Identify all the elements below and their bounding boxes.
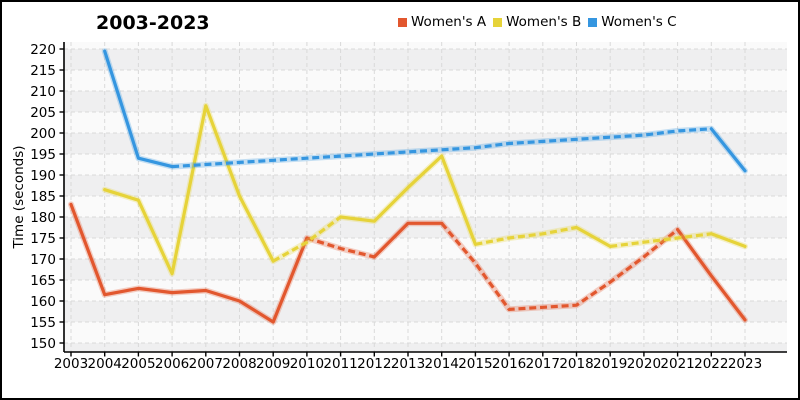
x-tick-label: 2010	[290, 356, 324, 372]
y-tick-label: 190	[30, 168, 56, 184]
solid-segment-women-s-a	[69, 202, 309, 324]
series-line-women-s-c	[101, 48, 748, 174]
y-tick-label: 210	[30, 84, 56, 100]
solid-segment-women-s-c	[103, 49, 174, 169]
y-tick-label: 205	[30, 105, 56, 121]
x-tick-label: 2004	[88, 356, 122, 372]
legend-label: Women's B	[506, 14, 582, 30]
y-tick-label: 220	[30, 42, 56, 58]
y-tick-label: 165	[30, 273, 56, 289]
x-tick-label: 2021	[660, 356, 694, 372]
solid-segment-women-s-c	[709, 127, 747, 173]
legend: Women's A Women's B Women's C	[398, 14, 684, 30]
tick-labels: 150 155 160 165 170 175 180 185 190 195 200 205 210 2…	[30, 42, 762, 372]
x-tick-label: 2003	[54, 356, 88, 372]
dashed-segment-women-s-a	[440, 222, 679, 311]
legend-swatch-icon	[588, 17, 598, 27]
x-tick-label: 2016	[492, 356, 526, 372]
x-tick-label: 2012	[357, 356, 391, 372]
legend-label: Women's A	[411, 14, 487, 30]
y-axis-label: Time (seconds)	[11, 145, 27, 249]
x-tick-label: 2009	[256, 356, 290, 372]
x-tick-label: 2007	[189, 356, 223, 372]
x-tick-label: 2005	[121, 356, 155, 372]
x-tick-label: 2014	[425, 356, 459, 372]
x-tick-label: 2018	[559, 356, 593, 372]
y-tick-label: 150	[30, 336, 56, 352]
y-tick-label: 185	[30, 189, 56, 205]
y-tick-label: 160	[30, 294, 56, 310]
x-tick-label: 2020	[627, 356, 661, 372]
x-tick-label: 2019	[593, 356, 627, 372]
x-tick-label: 2015	[458, 356, 492, 372]
solid-segment-women-s-b	[103, 104, 275, 276]
x-tick-label: 2011	[323, 356, 357, 372]
legend-swatch-icon	[398, 17, 407, 27]
solid-segment-women-s-a	[676, 228, 747, 322]
dashed-segment-women-s-b	[272, 215, 342, 263]
legend-label: Women's C	[601, 14, 677, 30]
y-tick-label: 200	[30, 126, 56, 142]
solid-segment-women-s-a	[372, 221, 444, 259]
y-tick-label: 170	[30, 252, 56, 268]
legend-item-women-s-a: Women's A	[398, 14, 486, 30]
dashed-segment-women-s-c	[172, 127, 712, 169]
x-tick-label: 2017	[526, 356, 560, 372]
solid-segment-women-s-b	[339, 154, 477, 246]
y-tick-label: 155	[30, 315, 56, 331]
gridlines	[64, 42, 787, 352]
tick-marks	[59, 48, 746, 357]
y-tick-label: 180	[30, 210, 56, 226]
series-line-women-s-a	[68, 201, 748, 325]
legend-swatch-icon	[493, 17, 503, 27]
series-line-women-s-b	[101, 102, 748, 277]
y-tick-label: 195	[30, 147, 56, 163]
dashed-segment-women-s-b	[475, 225, 577, 246]
x-tick-label: 2013	[391, 356, 425, 372]
dashed-segment-women-s-b	[610, 232, 712, 248]
series-lines	[68, 48, 748, 325]
legend-item-women-s-c: Women's C	[588, 14, 677, 30]
chart-title: 2003-2023	[96, 12, 210, 34]
legend-item-women-s-b: Women's B	[493, 14, 581, 30]
y-tick-label: 215	[30, 63, 56, 79]
y-tick-label: 175	[30, 231, 56, 247]
solid-segment-women-s-b	[574, 225, 612, 248]
x-tick-label: 2023	[728, 356, 762, 372]
x-tick-label: 2008	[222, 356, 256, 372]
dashed-segment-women-s-a	[306, 236, 375, 259]
solid-segment-women-s-b	[709, 232, 747, 248]
x-tick-label: 2006	[155, 356, 189, 372]
plot-bands	[64, 42, 787, 352]
x-tick-label: 2022	[694, 356, 728, 372]
